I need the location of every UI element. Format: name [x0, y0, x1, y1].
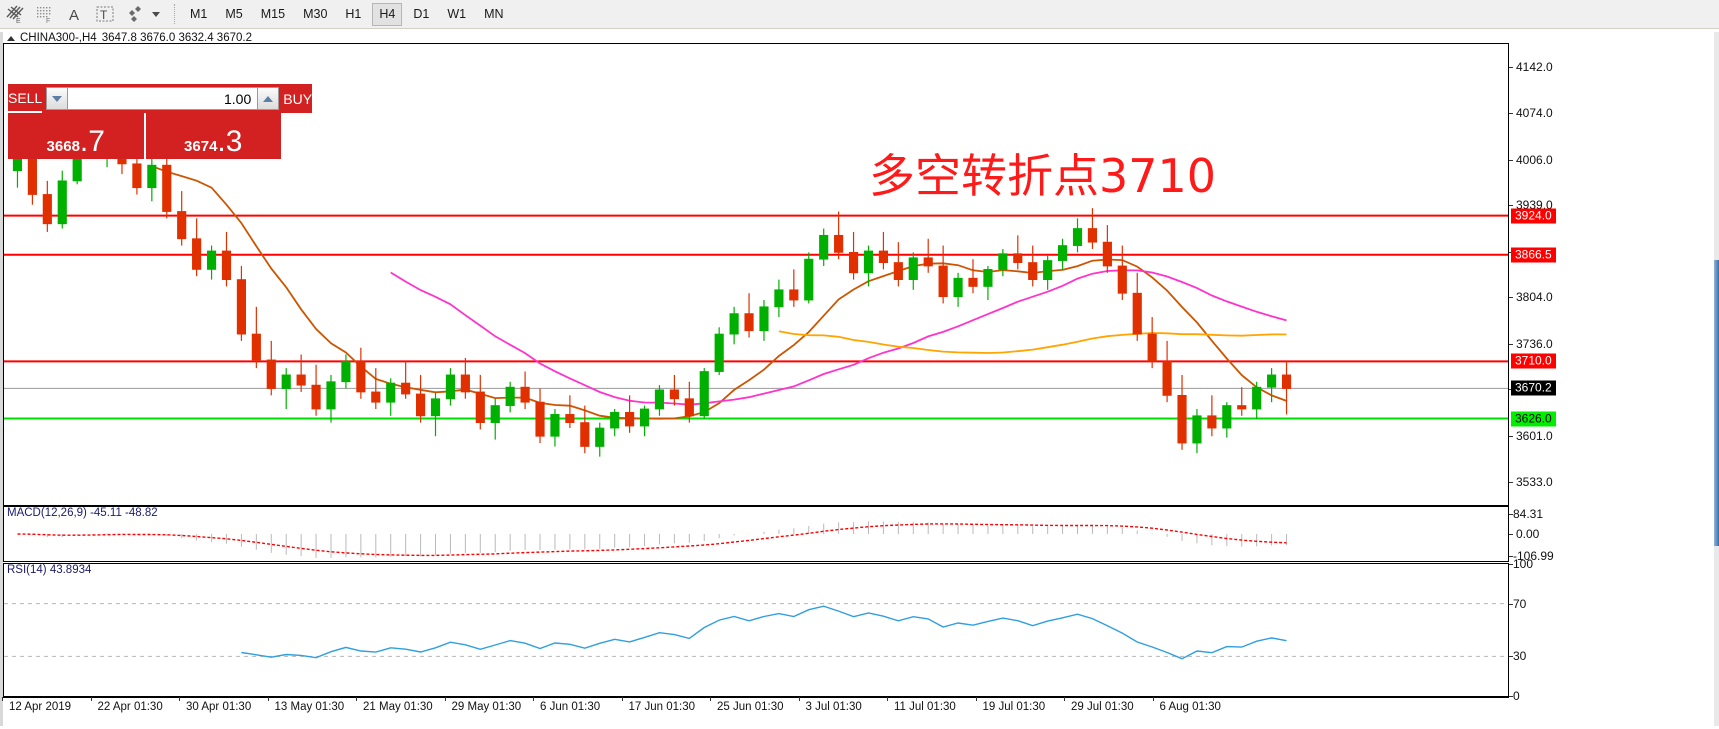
rsi-axis-tick: 100: [1509, 557, 1533, 571]
rsi-pane[interactable]: RSI(14) 43.8934: [3, 563, 1509, 697]
symbol-info-bar: CHINA300-,H4 3647.8 3676.0 3632.4 3670.2: [3, 32, 1509, 44]
symbol-name: CHINA300-,H4: [20, 32, 97, 44]
symbol-ohlc: 3647.8 3676.0 3632.4 3670.2: [101, 32, 252, 44]
macd-axis-tick: -106.99: [1509, 549, 1554, 563]
volume-stepper[interactable]: [42, 84, 284, 113]
time-scale-axis[interactable]: 12 Apr 2019 22 Apr 01:30 30 Apr 01:30 13 Ma…: [1, 697, 1509, 719]
time-axis-tick: 13 May 01:30: [267, 697, 345, 713]
time-axis-tick: 29 Jul 01:30: [1064, 697, 1134, 713]
rsi-indicator-label: RSI(14) 43.8934: [7, 564, 92, 576]
collapse-triangle-icon[interactable]: [7, 35, 15, 41]
price-scale-axis[interactable]: 4142.04074.04006.03939.03871.03804.03736…: [1509, 43, 1714, 703]
trade-panel-header: SELL BUY: [8, 84, 313, 113]
time-axis-tick: 6 Aug 01:30: [1152, 697, 1221, 713]
timeframe-w1[interactable]: W1: [447, 7, 467, 21]
price-axis-tick: 4006.0: [1509, 153, 1553, 167]
time-axis-tick: 29 May 01:30: [444, 697, 522, 713]
sell-price[interactable]: 3668 .7: [8, 113, 146, 159]
macd-pane[interactable]: MACD(12,26,9) -45.11 -48.82: [3, 506, 1509, 562]
price-axis-badge-level-red[interactable]: 3866.5: [1511, 247, 1556, 263]
rsi-plot: [4, 603, 1508, 660]
time-axis-tick: 6 Jun 01:30: [532, 697, 601, 713]
price-axis-tick: 4074.0: [1509, 106, 1553, 120]
price-axis-tick: 3736.0: [1509, 337, 1553, 351]
buy-price-whole: 3674: [184, 138, 218, 155]
svg-text:E: E: [16, 18, 21, 24]
price-axis-tick: 4142.0: [1509, 60, 1553, 74]
price-axis-tick: 3804.0: [1509, 290, 1553, 304]
buy-price-fraction: .3: [217, 125, 243, 158]
vertical-scrollbar[interactable]: [1714, 32, 1719, 726]
price-axis-badge-last-price[interactable]: 3670.2: [1511, 380, 1556, 396]
objects-icon[interactable]: [120, 1, 150, 28]
time-axis-tick: 11 Jul 01:30: [887, 697, 956, 713]
left-scroll-gutter: [0, 32, 4, 726]
time-axis-tick: 25 Jun 01:30: [710, 697, 784, 713]
timeframe-m1[interactable]: M1: [190, 7, 208, 21]
time-axis-tick: 12 Apr 2019: [1, 697, 72, 713]
macd-axis-tick: 0.00: [1509, 527, 1539, 541]
timeframe-m5[interactable]: M5: [225, 7, 243, 21]
buy-price[interactable]: 3674 .3: [146, 113, 282, 159]
objects-dropdown-caret-icon[interactable]: [152, 11, 160, 17]
price-axis-badge-level-red[interactable]: 3924.0: [1511, 208, 1556, 224]
chevron-down-icon: [52, 95, 63, 102]
one-click-trading-panel[interactable]: SELL BUY 3668 .7 3674: [8, 84, 313, 159]
vertical-scrollbar-thumb[interactable]: [1714, 260, 1719, 546]
price-axis-badge-level-red[interactable]: 3710.0: [1511, 353, 1556, 369]
timeframe-m30[interactable]: M30: [303, 7, 328, 21]
rsi-axis-tick: 0: [1509, 689, 1520, 703]
chart-area[interactable]: CHINA300-,H4 3647.8 3676.0 3632.4 3670.2…: [1, 32, 1714, 726]
rsi-axis-tick: 30: [1509, 649, 1526, 663]
svg-text:A: A: [69, 7, 79, 24]
toolbar-separator: [174, 4, 175, 24]
time-axis-tick: 17 Jun 01:30: [621, 697, 696, 713]
svg-text:F: F: [46, 18, 50, 24]
time-axis-tick: 30 Apr 01:30: [178, 697, 252, 713]
price-axis-tick: 3533.0: [1509, 475, 1553, 489]
macd-axis-tick: 84.31: [1509, 507, 1543, 521]
time-axis-tick: 22 Apr 01:30: [90, 697, 163, 713]
rsi-axis-tick: 70: [1509, 597, 1526, 611]
crosshair-e-icon[interactable]: E: [0, 1, 30, 28]
sell-price-fraction: .7: [79, 125, 105, 158]
text-a-icon[interactable]: A: [60, 1, 90, 28]
buy-button[interactable]: BUY: [283, 84, 313, 113]
chart-text-annotation[interactable]: 多空转折点3710: [869, 149, 1217, 203]
time-axis-tick: 21 May 01:30: [356, 697, 433, 713]
time-axis-tick: 19 Jul 01:30: [975, 697, 1046, 713]
timeframe-mn[interactable]: MN: [484, 7, 504, 21]
text-label-t-icon[interactable]: T: [90, 1, 120, 28]
trade-panel-prices: 3668 .7 3674 .3: [8, 113, 281, 159]
price-axis-badge-level-green[interactable]: 3626.0: [1511, 411, 1556, 427]
time-axis-tick: 3 Jul 01:30: [798, 697, 862, 713]
volume-decrease-button[interactable]: [46, 87, 69, 110]
price-axis-tick: 3601.0: [1509, 429, 1553, 443]
chart-toolbar: E F: [0, 0, 1719, 29]
grid-f-icon[interactable]: F: [30, 1, 60, 28]
timeframe-h4[interactable]: H4: [372, 2, 403, 26]
timeframe-d1[interactable]: D1: [413, 7, 430, 21]
macd-plot: [17, 521, 1288, 558]
timeframe-h1[interactable]: H1: [345, 7, 362, 21]
volume-input[interactable]: [68, 87, 258, 110]
sell-price-whole: 3668: [46, 138, 80, 155]
macd-indicator-label: MACD(12,26,9) -45.11 -48.82: [7, 507, 158, 519]
volume-increase-button[interactable]: [257, 87, 280, 110]
chevron-up-icon: [263, 95, 274, 102]
timeframe-m15[interactable]: M15: [260, 7, 286, 21]
svg-text:T: T: [100, 8, 108, 22]
sell-button[interactable]: SELL: [8, 84, 43, 113]
